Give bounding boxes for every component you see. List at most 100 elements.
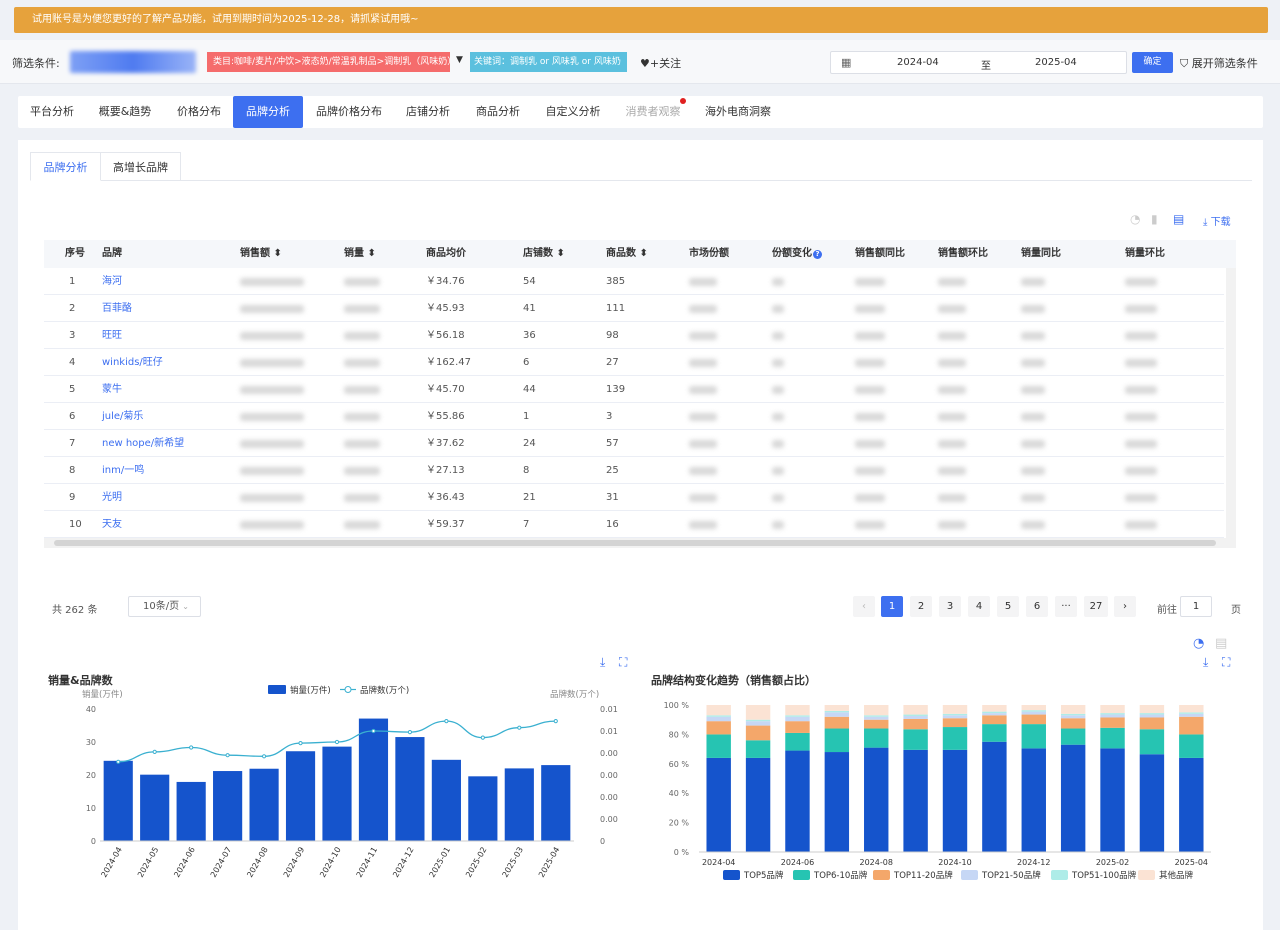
brand-link[interactable]: inm/一鸣	[102, 465, 145, 476]
brand-link[interactable]: 光明	[102, 492, 122, 503]
masked-value	[240, 278, 304, 286]
brand-link[interactable]: 百菲酪	[102, 303, 132, 314]
tab-overseas-ecommerce[interactable]: 海外电商洞察	[705, 105, 771, 118]
keyword-filter-tag[interactable]: 关键词：调制乳 or 风味乳 or 风味奶	[470, 52, 627, 72]
col-volume[interactable]: 销量 ⬍	[344, 240, 376, 268]
vertical-scrollbar[interactable]	[1226, 268, 1236, 538]
new-badge-dot	[680, 98, 686, 104]
brand-link[interactable]: 蒙牛	[102, 384, 122, 395]
brand-link[interactable]: 天友	[102, 519, 122, 530]
tab-shop-analysis[interactable]: 店铺分析	[406, 105, 450, 118]
masked-value	[772, 386, 784, 394]
brand-link[interactable]: new hope/新希望	[102, 438, 185, 449]
row-index: 2	[69, 303, 76, 314]
help-icon[interactable]: ?	[813, 250, 822, 259]
masked-value	[1125, 305, 1157, 313]
page-3[interactable]: 3	[939, 596, 961, 617]
x-tick-label: 2025-02	[464, 846, 489, 879]
col-volume-yoy: 销量同比	[1021, 248, 1061, 259]
avg-price: ￥45.70	[426, 384, 465, 395]
stacked-segment	[1139, 705, 1165, 714]
page-6[interactable]: 6	[1026, 596, 1048, 617]
stacked-segment	[864, 716, 889, 720]
sort-icon[interactable]: ⬍	[556, 248, 565, 259]
brand-link[interactable]: 海河	[102, 276, 122, 287]
y-tick-right: 0.006	[600, 771, 618, 780]
sort-icon[interactable]: ⬍	[367, 248, 376, 259]
page-5[interactable]: 5	[997, 596, 1019, 617]
tab-consumer-observation[interactable]: 消费者观察	[625, 105, 681, 118]
sort-icon[interactable]: ⬍	[639, 248, 648, 259]
tab-price-distribution[interactable]: 价格分布	[177, 105, 221, 118]
brand-link[interactable]: jule/菊乐	[102, 411, 144, 422]
account-selector[interactable]	[70, 51, 196, 73]
volume-brand-count-chart: 销量(万件) 品牌数(万个) 销量(万件) 品牌数(万个) 0 10 20 30 40 0 0.00…	[82, 685, 618, 879]
page-size-select[interactable]: 10条/页 ⌄	[128, 596, 201, 617]
bar-chart-icon[interactable]: ▮	[1151, 212, 1158, 226]
stacked-segment	[824, 716, 850, 729]
tab-custom-analysis[interactable]: 自定义分析	[545, 105, 601, 118]
stacked-segment	[864, 728, 889, 748]
tab-platform-analysis[interactable]: 平台分析	[30, 105, 74, 118]
subtab-brand-analysis[interactable]: 品牌分析	[30, 152, 101, 181]
subtab-high-growth-brands[interactable]: 高增长品牌	[101, 152, 181, 181]
shop-count: 1	[523, 411, 530, 422]
follow-button[interactable]: ♥+关注	[640, 57, 682, 70]
bar-volume	[468, 776, 498, 841]
sort-icon[interactable]: ⬍	[273, 248, 282, 259]
main-nav-tabs: 平台分析 概要&趋势 价格分布 品牌分析 品牌价格分布 店铺分析 商品分析 自定…	[18, 96, 1263, 128]
masked-value	[1125, 440, 1157, 448]
fullscreen-icon[interactable]: ⛶	[619, 655, 628, 669]
download-button[interactable]: ⤓ 下载	[1203, 213, 1231, 228]
col-shops[interactable]: 店铺数 ⬍	[523, 240, 565, 268]
expand-filter-button[interactable]: ⛉ 展开筛选条件	[1180, 55, 1258, 71]
stacked-segment	[785, 715, 810, 717]
tab-overview-trend[interactable]: 概要&趋势	[98, 105, 152, 118]
col-share-change-label: 份额变化	[772, 248, 812, 259]
horizontal-scrollbar[interactable]	[44, 538, 1236, 548]
chevron-down-icon[interactable]: ▼	[456, 55, 463, 65]
col-items-label: 商品数	[606, 248, 636, 259]
tab-brand-analysis[interactable]: 品牌分析	[233, 96, 303, 128]
x-tick-label: 2024-12	[391, 846, 416, 879]
page-4[interactable]: 4	[968, 596, 990, 617]
prev-page-button[interactable]: ‹	[853, 596, 875, 617]
page-1[interactable]: 1	[881, 596, 903, 617]
masked-value	[938, 467, 966, 475]
table-view-icon[interactable]: ▤	[1173, 212, 1185, 226]
table-view-icon[interactable]: ▤	[1215, 636, 1228, 651]
download-icon[interactable]: ⤓	[600, 655, 606, 669]
confirm-button[interactable]: 确定	[1132, 52, 1173, 73]
stacked-segment	[942, 705, 968, 714]
page-27[interactable]: 27	[1084, 596, 1108, 617]
masked-value	[240, 413, 304, 421]
stacked-segment	[903, 705, 928, 715]
col-sales[interactable]: 销售额 ⬍	[240, 240, 282, 268]
pie-chart-icon[interactable]: ◔	[1130, 212, 1141, 226]
goto-page-input[interactable]: 1	[1180, 596, 1212, 617]
fullscreen-icon[interactable]: ⛶	[1222, 655, 1231, 669]
item-count: 3	[606, 411, 613, 422]
masked-value	[938, 494, 966, 502]
masked-value	[689, 305, 717, 313]
brand-link[interactable]: 旺旺	[102, 330, 122, 341]
date-to[interactable]: 2025-04	[1035, 57, 1077, 68]
tab-product-analysis[interactable]: 商品分析	[476, 105, 520, 118]
col-items[interactable]: 商品数 ⬍	[606, 240, 648, 268]
pie-chart-icon[interactable]: ◔	[1193, 636, 1205, 651]
stacked-segment	[1179, 705, 1204, 713]
total-count: 共 262 条	[52, 605, 98, 616]
category-filter-tag[interactable]: 类目:咖啡/麦片/冲饮>液态奶/常温乳制品>调制乳（风味奶）	[207, 52, 450, 72]
scrollbar-thumb[interactable]	[54, 540, 1216, 546]
next-page-button[interactable]: ›	[1114, 596, 1136, 617]
download-icon[interactable]: ⤓	[1203, 655, 1209, 669]
date-from[interactable]: 2024-04	[897, 57, 939, 68]
date-range-picker[interactable]: ▦ 2024-04 至 2025-04	[830, 51, 1127, 74]
page-2[interactable]: 2	[910, 596, 932, 617]
page-ellipsis[interactable]: ···	[1055, 596, 1077, 617]
stacked-segment	[982, 724, 1007, 742]
y-tick: 60 %	[669, 760, 690, 769]
brand-link[interactable]: winkids/旺仔	[102, 357, 163, 368]
tab-brand-price-distribution[interactable]: 品牌价格分布	[316, 105, 382, 118]
masked-value	[772, 278, 784, 286]
